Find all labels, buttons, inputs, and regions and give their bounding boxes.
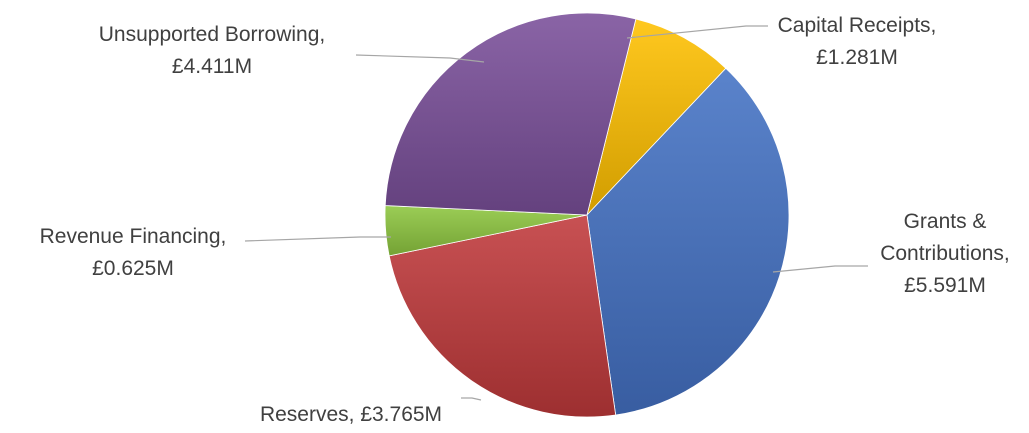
data-label: Unsupported Borrowing, £4.411M [99, 23, 325, 78]
leader-line [626, 25, 768, 39]
data-label: Grants & Contributions, £5.591M [880, 210, 1010, 297]
data-labels: Capital Receipts, £1.281M Grants & Contribu… [40, 14, 1010, 426]
data-label-line: Contributions, [880, 242, 1010, 265]
data-label: Capital Receipts, £1.281M [778, 14, 937, 69]
leader-line [461, 397, 482, 401]
data-label-line: Reserves, £3.765M [260, 403, 442, 426]
data-label: Reserves, £3.765M [260, 403, 442, 426]
pie-slice-reserves [388, 214, 617, 418]
pie-slice-capital-receipts [586, 18, 727, 217]
leader-line [355, 54, 485, 63]
leader-lines [244, 25, 868, 401]
leader-line [244, 236, 391, 242]
data-label-line: £5.591M [904, 274, 986, 297]
leader-line [772, 265, 868, 273]
data-label-line: £1.281M [816, 46, 898, 69]
pie-slice-grants-contributions [586, 67, 790, 416]
data-label-line: £0.625M [92, 257, 174, 280]
pie-slice-unsupported-borrowing [384, 12, 637, 216]
data-label-line: Unsupported Borrowing, [99, 23, 325, 46]
data-label-line: Grants & [904, 210, 987, 233]
data-label-line: £4.411M [172, 55, 252, 78]
pie-slices [384, 12, 790, 418]
data-label-line: Revenue Financing, [40, 225, 227, 248]
data-label: Revenue Financing, £0.625M [40, 225, 227, 280]
data-label-line: Capital Receipts, [778, 14, 937, 37]
